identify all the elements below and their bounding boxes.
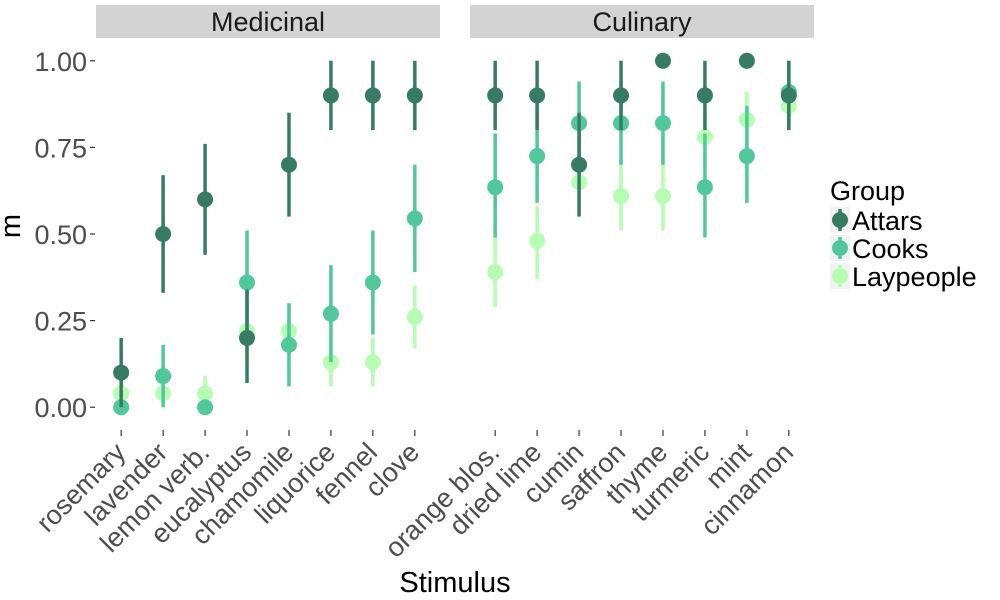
data-point <box>696 179 713 196</box>
series-laypeople <box>487 81 797 307</box>
legend-title: Group <box>830 176 905 206</box>
x-axis-title: Stimulus <box>399 567 510 599</box>
data-point <box>280 156 297 173</box>
y-tick-label: 1.00 <box>34 47 87 77</box>
series-attars <box>487 52 797 217</box>
data-point <box>406 309 423 326</box>
data-point <box>364 87 381 104</box>
data-point <box>696 87 713 104</box>
data-point <box>406 210 423 227</box>
series-attars <box>113 60 423 408</box>
legend-key-point <box>832 212 848 228</box>
facet-strip-label: Medicinal <box>211 7 325 37</box>
data-point <box>239 274 256 291</box>
data-point <box>780 87 797 104</box>
facet-strip-label: Culinary <box>592 7 692 37</box>
y-axis: 0.00 0.25 0.50 0.75 1.00 <box>34 47 95 423</box>
data-point <box>654 52 671 69</box>
y-axis-title: m <box>0 214 27 238</box>
data-point <box>529 148 546 165</box>
data-point <box>654 187 671 204</box>
data-point <box>487 179 504 196</box>
data-point <box>322 305 339 322</box>
series-cooks <box>487 60 797 238</box>
data-point <box>613 187 630 204</box>
data-point <box>738 148 755 165</box>
data-point <box>529 87 546 104</box>
y-tick-label: 0.50 <box>34 220 87 250</box>
data-point <box>571 156 588 173</box>
data-point <box>280 336 297 353</box>
data-point <box>487 87 504 104</box>
data-point <box>364 274 381 291</box>
y-tick-label: 0.75 <box>34 133 87 163</box>
data-point <box>738 52 755 69</box>
data-point <box>155 368 172 385</box>
data-point <box>155 226 172 242</box>
legend-key-point <box>832 240 848 256</box>
legend-label: Cooks <box>852 234 929 264</box>
y-tick-label: 0.00 <box>34 393 87 423</box>
legend-key-point <box>832 268 848 284</box>
data-point <box>487 264 504 281</box>
data-point <box>197 399 214 416</box>
legend-item-laypeople: Laypeople <box>830 262 977 292</box>
legend-label: Attars <box>852 206 923 236</box>
data-point <box>529 232 546 249</box>
facet-strip <box>96 5 440 38</box>
facet-strip <box>470 5 814 38</box>
data-point <box>613 87 630 104</box>
y-tick-label: 0.25 <box>34 307 87 337</box>
data-point <box>322 87 339 104</box>
legend-item-attars: Attars <box>830 206 923 236</box>
data-point <box>113 364 130 381</box>
legend-item-cooks: Cooks <box>830 234 929 264</box>
data-point <box>406 87 423 104</box>
data-point <box>239 329 256 346</box>
series-laypeople <box>113 285 423 408</box>
data-point <box>654 115 671 132</box>
data-point <box>197 191 214 208</box>
series-cooks <box>113 164 423 416</box>
data-point <box>197 385 214 402</box>
legend-label: Laypeople <box>852 262 977 292</box>
data-point <box>364 354 381 371</box>
